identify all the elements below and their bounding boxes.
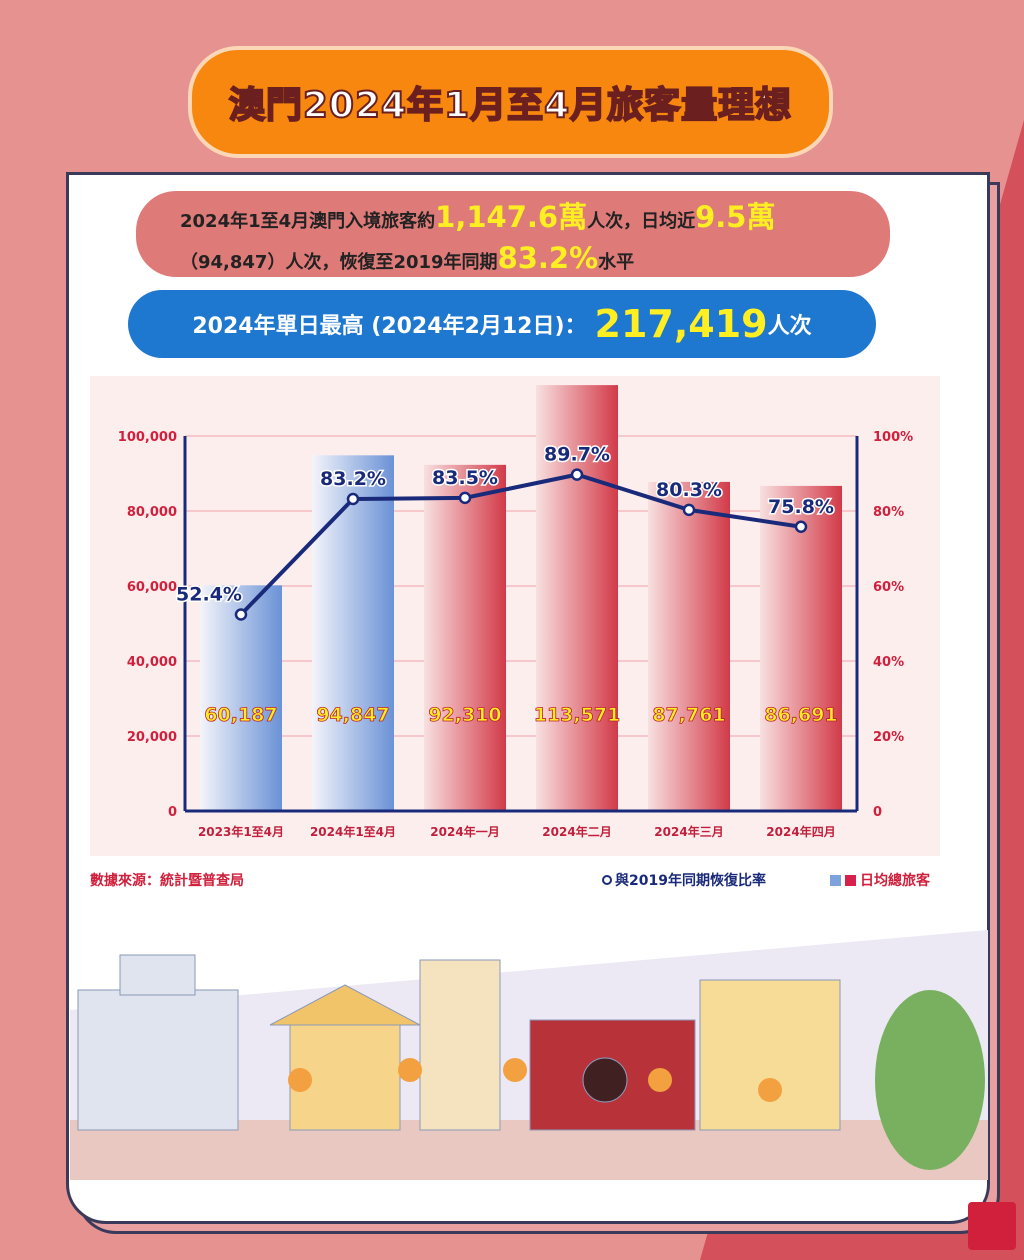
line-point — [234, 608, 248, 621]
bar — [200, 585, 282, 811]
line-point — [458, 491, 472, 505]
peak-value: 217,419 — [594, 302, 768, 346]
peak-box: 2024年單日最高 (2024年2月12日)： 217,419 人次 — [128, 290, 876, 358]
y-right-tick: 0 — [873, 805, 882, 820]
bar-value-label: 60,187 — [204, 704, 277, 726]
blue-square-icon — [830, 875, 841, 886]
line-value-label: 75.8% — [768, 496, 834, 518]
y-left-tick: 100,000 — [118, 430, 177, 445]
page-title: 澳門2024年1月至4月旅客量理想 — [188, 46, 833, 158]
legend-line-label: 與2019年同期恢復比率 — [615, 873, 766, 889]
y-right-tick: 100% — [873, 430, 913, 445]
recovery-line — [239, 472, 802, 616]
bar-value-label: 94,847 — [316, 704, 389, 726]
y-left-tick: 0 — [168, 805, 177, 820]
red-square-icon — [845, 875, 856, 886]
x-tick-label: 2023年1至4月 — [198, 824, 284, 839]
bar — [648, 481, 730, 811]
y-left-tick: 60,000 — [127, 580, 177, 595]
y-right-tick: 40% — [873, 655, 904, 670]
data-source: 數據來源：統計暨普查局 — [90, 873, 244, 889]
circle-marker-icon — [602, 875, 612, 885]
x-tick-label: 2024年四月 — [766, 824, 835, 839]
total-visitors: 1,147.6萬 — [435, 200, 588, 234]
legend-bars-label: 日均總旅客 — [860, 873, 930, 889]
bar-value-label: 113,571 — [534, 704, 621, 726]
macau-logo — [968, 1202, 1016, 1250]
y-left-tick: 20,000 — [127, 730, 177, 745]
y-left-tick: 40,000 — [127, 655, 177, 670]
line-point — [682, 503, 696, 517]
summary-text: 人次，日均近 — [587, 211, 696, 232]
y-right-tick: 80% — [873, 505, 904, 520]
line-value-label: 80.3% — [656, 479, 722, 501]
x-tick-label: 2024年一月 — [430, 824, 499, 839]
x-tick-label: 2024年1至4月 — [310, 824, 396, 839]
bar — [536, 385, 618, 811]
y-left-tick: 80,000 — [127, 505, 177, 520]
line-point — [794, 520, 808, 533]
x-tick-label: 2024年二月 — [542, 824, 611, 839]
chart: 0 0 20,000 20% 40,000 40% 60,000 60% 80,000 80% 10… — [118, 385, 913, 839]
legend-bars: 日均總旅客 — [830, 870, 930, 890]
bar-value-label: 87,761 — [652, 704, 725, 726]
line-value-label: 89.7% — [544, 444, 610, 466]
bar — [424, 464, 506, 811]
bar — [312, 455, 394, 811]
summary-text: 2024年1至4月澳門入境旅客約 — [180, 211, 436, 232]
line-point — [570, 468, 584, 481]
summary-text: 水平 — [598, 252, 635, 273]
line-value-label: 83.2% — [320, 468, 386, 490]
line-value-label: 83.5% — [432, 467, 498, 489]
peak-unit: 人次 — [767, 314, 812, 339]
macau-landmarks-illustration — [70, 930, 988, 1180]
recovery-rate: 83.2% — [497, 241, 599, 275]
line-point — [346, 492, 360, 506]
daily-average: 9.5萬 — [695, 200, 776, 234]
bar-value-label: 92,310 — [428, 704, 501, 726]
bar-value-label: 86,691 — [764, 704, 837, 726]
bar — [760, 485, 842, 811]
legend-line: 與2019年同期恢復比率 — [602, 870, 766, 890]
x-tick-label: 2024年三月 — [654, 824, 723, 839]
y-right-tick: 60% — [873, 580, 904, 595]
summary-text: （94,847）人次，恢復至2019年同期 — [180, 252, 498, 273]
peak-label: 2024年單日最高 (2024年2月12日)： — [192, 314, 587, 339]
line-value-label: 52.4% — [176, 584, 242, 606]
y-right-tick: 20% — [873, 730, 904, 745]
summary-box: 2024年1至4月澳門入境旅客約1,147.6萬人次，日均近9.5萬 （94,8… — [136, 191, 890, 277]
